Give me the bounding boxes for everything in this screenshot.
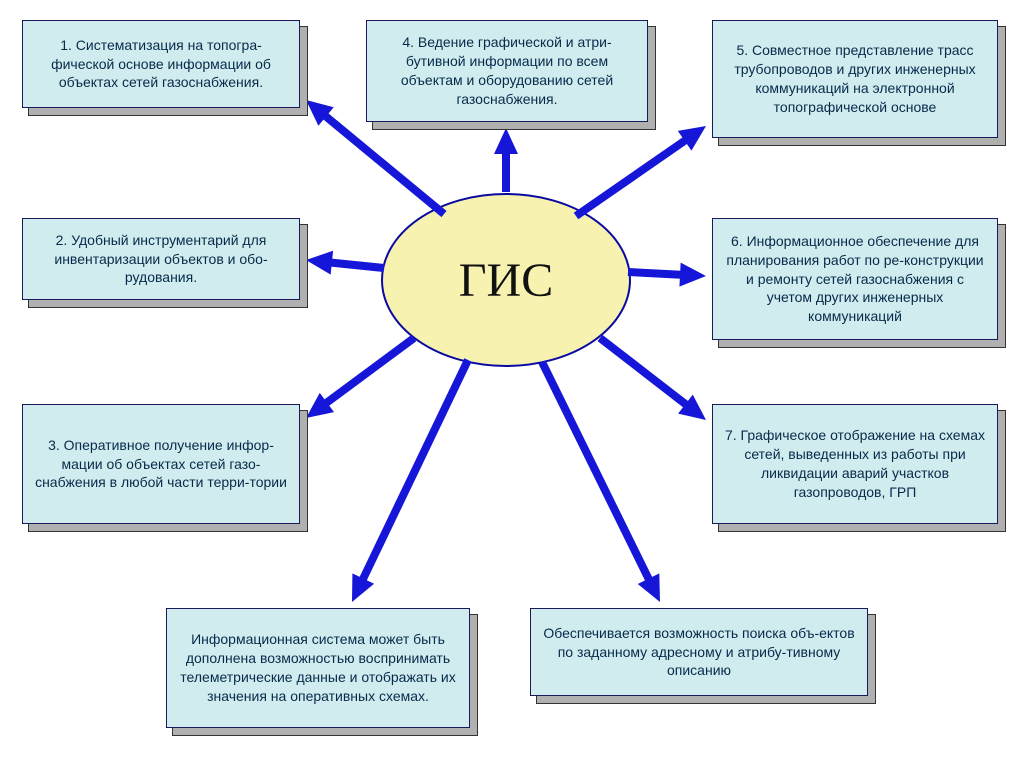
arrow-shaft xyxy=(542,362,653,588)
arrow-shaft xyxy=(600,338,694,410)
arrow-head xyxy=(306,100,334,126)
arrow-head xyxy=(678,126,706,151)
diagram-box-b6: 6. Информационное обеспечение для планир… xyxy=(712,218,998,340)
arrow-head xyxy=(494,128,518,154)
arrow-shaft xyxy=(319,338,414,409)
diagram-box-b3: 3. Оперативное получение инфор-мации об … xyxy=(22,404,300,524)
arrow-head xyxy=(679,263,706,287)
diagram-box-b9: Обеспечивается возможность поиска объ-ек… xyxy=(530,608,868,696)
box-text: 5. Совместное представление трасс трубоп… xyxy=(723,41,987,117)
arrow-shaft xyxy=(628,272,690,275)
arrow-head xyxy=(352,573,374,602)
diagram-box-b8: Информационная система может быть дополн… xyxy=(166,608,470,728)
diagram-box-b7: 7. Графическое отображение на схемах сет… xyxy=(712,404,998,524)
arrow-head xyxy=(306,251,333,275)
diagram-box-b2: 2. Удобный инструментарий для инвентариз… xyxy=(22,218,300,300)
box-text: 7. Графическое отображение на схемах сет… xyxy=(723,426,987,502)
box-text: 3. Оперативное получение инфор-мации об … xyxy=(33,436,289,493)
box-text: Обеспечивается возможность поиска объ-ек… xyxy=(541,624,857,681)
box-text: Информационная система может быть дополн… xyxy=(177,630,459,706)
diagram-box-b4: 4. Ведение графической и атри-бутивной и… xyxy=(366,20,648,122)
arrow-head xyxy=(638,573,660,602)
box-text: 2. Удобный инструментарий для инвентариз… xyxy=(33,231,289,288)
arrow-shaft xyxy=(359,360,468,588)
box-text: 6. Информационное обеспечение для планир… xyxy=(723,232,987,326)
arrow-shaft xyxy=(576,135,693,216)
arrow-head xyxy=(306,393,334,418)
diagram-canvas: 1. Систематизация на топогра-фической ос… xyxy=(0,0,1024,767)
arrow-head xyxy=(678,395,706,420)
box-text: 4. Ведение графической и атри-бутивной и… xyxy=(377,33,637,109)
diagram-box-b5: 5. Совместное представление трасс трубоп… xyxy=(712,20,998,138)
box-text: 1. Систематизация на топогра-фической ос… xyxy=(33,36,289,93)
arrow-shaft xyxy=(322,262,384,268)
diagram-box-b1: 1. Систематизация на топогра-фической ос… xyxy=(22,20,300,108)
center-label-text: ГИС xyxy=(459,253,553,308)
center-label: ГИС xyxy=(382,194,630,366)
